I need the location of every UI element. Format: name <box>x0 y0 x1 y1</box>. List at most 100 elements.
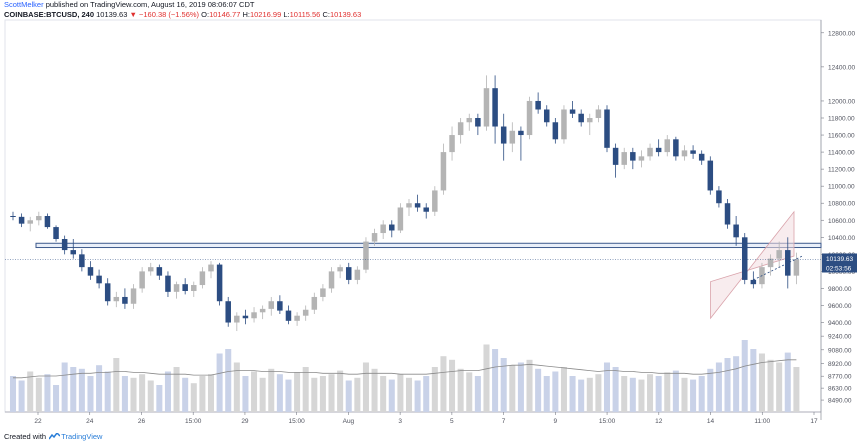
author-link[interactable]: ScottMelker <box>4 0 44 9</box>
candle-body <box>526 100 533 136</box>
volume-bar <box>586 377 593 412</box>
candle-body <box>518 130 524 136</box>
price-label-box <box>822 253 857 264</box>
volume-bar <box>130 377 137 412</box>
candle-body <box>328 271 335 289</box>
candle-body <box>655 147 662 153</box>
volume-bar <box>173 367 180 412</box>
candle-body <box>414 203 421 208</box>
volume-bar <box>474 376 481 412</box>
volume-bar <box>707 368 714 412</box>
price-change: ▼ −160.38 (−1.56%) <box>129 10 200 19</box>
y-tick-label: 12800.00 <box>828 30 855 37</box>
volume-bar <box>672 370 679 412</box>
volume-bar <box>53 385 60 412</box>
volume-bar <box>517 362 524 412</box>
candle-body <box>122 296 128 304</box>
volume-bar <box>526 359 533 412</box>
volume-bar <box>242 376 249 412</box>
candle-body <box>130 288 137 304</box>
candle-body <box>647 147 653 157</box>
open-label: O: <box>201 10 210 19</box>
candle-body <box>406 203 412 208</box>
candle-body <box>793 259 800 276</box>
ascending-channel <box>710 210 795 320</box>
candle-body <box>449 135 455 153</box>
candle-body <box>690 150 696 154</box>
countdown-label: 02:53:56 <box>826 265 852 272</box>
candle-body <box>733 224 739 238</box>
volume-bar <box>664 372 671 412</box>
candle-body <box>277 301 283 311</box>
candle-body <box>543 109 550 123</box>
volume-bar <box>147 380 154 412</box>
x-tick-label: 9 <box>554 418 558 425</box>
candle-body <box>716 190 722 204</box>
candle-body <box>208 264 214 272</box>
y-tick-label: 8630.00 <box>828 386 852 393</box>
candle-body <box>113 296 120 302</box>
y-tick-label: 8770.00 <box>828 374 852 381</box>
x-tick-label: 15:00 <box>599 418 616 425</box>
candle-body <box>96 275 102 284</box>
volume-bar <box>690 379 697 412</box>
x-tick-label: 15:00 <box>185 418 202 425</box>
last-price: 10139.63 <box>96 10 128 19</box>
created-with-text: Created with <box>4 432 47 441</box>
candle-body <box>724 203 731 225</box>
volume-bar <box>27 371 34 412</box>
symbol-name[interactable]: COINBASE:BTCUSD, 240 <box>4 10 95 19</box>
candle-body <box>492 88 498 127</box>
volume-bar <box>767 359 774 412</box>
volume-bar <box>113 358 120 412</box>
volume-bar <box>750 349 757 412</box>
candle-body <box>630 152 636 161</box>
tradingview-link[interactable]: TradingView <box>61 432 103 441</box>
y-tick-label: 11200.00 <box>828 167 855 174</box>
candle-body <box>337 267 343 272</box>
x-tick-label: 22 <box>34 418 42 425</box>
candle-body <box>294 315 300 321</box>
candle-body <box>423 207 429 212</box>
volume-bar <box>405 377 413 412</box>
candle-body <box>785 250 791 276</box>
y-tick-label: 10400.00 <box>828 235 855 242</box>
volume-bar <box>380 376 387 412</box>
volume-ma-line <box>13 359 797 379</box>
close-label: C: <box>322 10 330 19</box>
y-tick-label: 10600.00 <box>828 218 855 225</box>
candle-body <box>242 315 249 319</box>
volume-bar <box>87 376 94 412</box>
published-text: published on TradingView.com, August 16,… <box>43 0 255 9</box>
candle-body <box>698 153 705 161</box>
volume-bar <box>156 385 163 412</box>
volume-bar <box>225 349 232 412</box>
y-tick-label: 11600.00 <box>828 133 855 140</box>
candle-body <box>569 109 576 114</box>
volume-bar <box>483 344 490 412</box>
volume-bar <box>337 370 344 412</box>
y-tick-label: 8490.00 <box>828 398 852 405</box>
volume-bar <box>457 368 464 412</box>
volume-bar <box>733 356 740 412</box>
open-value: 10146.77 <box>209 10 241 19</box>
volume-bar <box>251 371 258 412</box>
volume-bar <box>96 365 103 412</box>
volume-bar <box>793 367 800 412</box>
x-tick-label: 17 <box>810 418 818 425</box>
volume-bar <box>268 368 275 412</box>
volume-bar <box>535 368 542 412</box>
y-tick-label: 9600.00 <box>828 303 852 310</box>
tradingview-logo-icon <box>49 433 61 440</box>
time-label-box <box>822 263 857 273</box>
candle-body <box>61 239 68 251</box>
volume-bar <box>612 367 619 412</box>
candle-body <box>509 130 516 144</box>
low-value: 10115.56 <box>289 10 321 19</box>
volume-bar <box>543 376 550 412</box>
x-tick-label: 5 <box>450 418 454 425</box>
volume-bar <box>311 377 318 412</box>
volume-bar <box>121 376 128 412</box>
volume-bar <box>328 374 335 412</box>
